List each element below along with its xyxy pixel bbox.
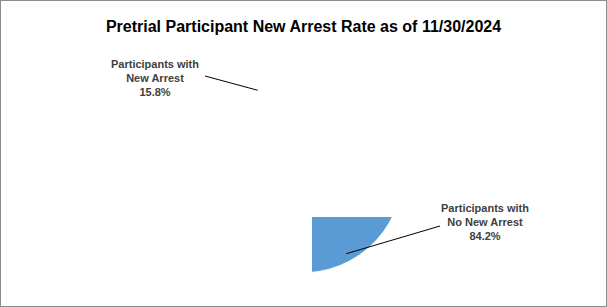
slice-value-label: 15.8% bbox=[139, 86, 170, 98]
leader-line bbox=[205, 76, 258, 90]
chart-title: Pretrial Participant New Arrest Rate as … bbox=[106, 18, 501, 35]
pie bbox=[312, 217, 403, 273]
slice-category-label: Participants withNew Arrest bbox=[111, 58, 199, 84]
slice-labels: Participants withNo New Arrest 84.2% Parti… bbox=[111, 58, 529, 254]
chart-frame bbox=[1, 1, 607, 307]
chart: Pretrial Participant New Arrest Rate as … bbox=[0, 0, 607, 307]
leader-line bbox=[346, 226, 440, 254]
pie-slice bbox=[312, 217, 403, 273]
slice-value-label: 84.2% bbox=[469, 230, 500, 242]
slice-category-label: Participants withNo New Arrest bbox=[441, 202, 529, 228]
